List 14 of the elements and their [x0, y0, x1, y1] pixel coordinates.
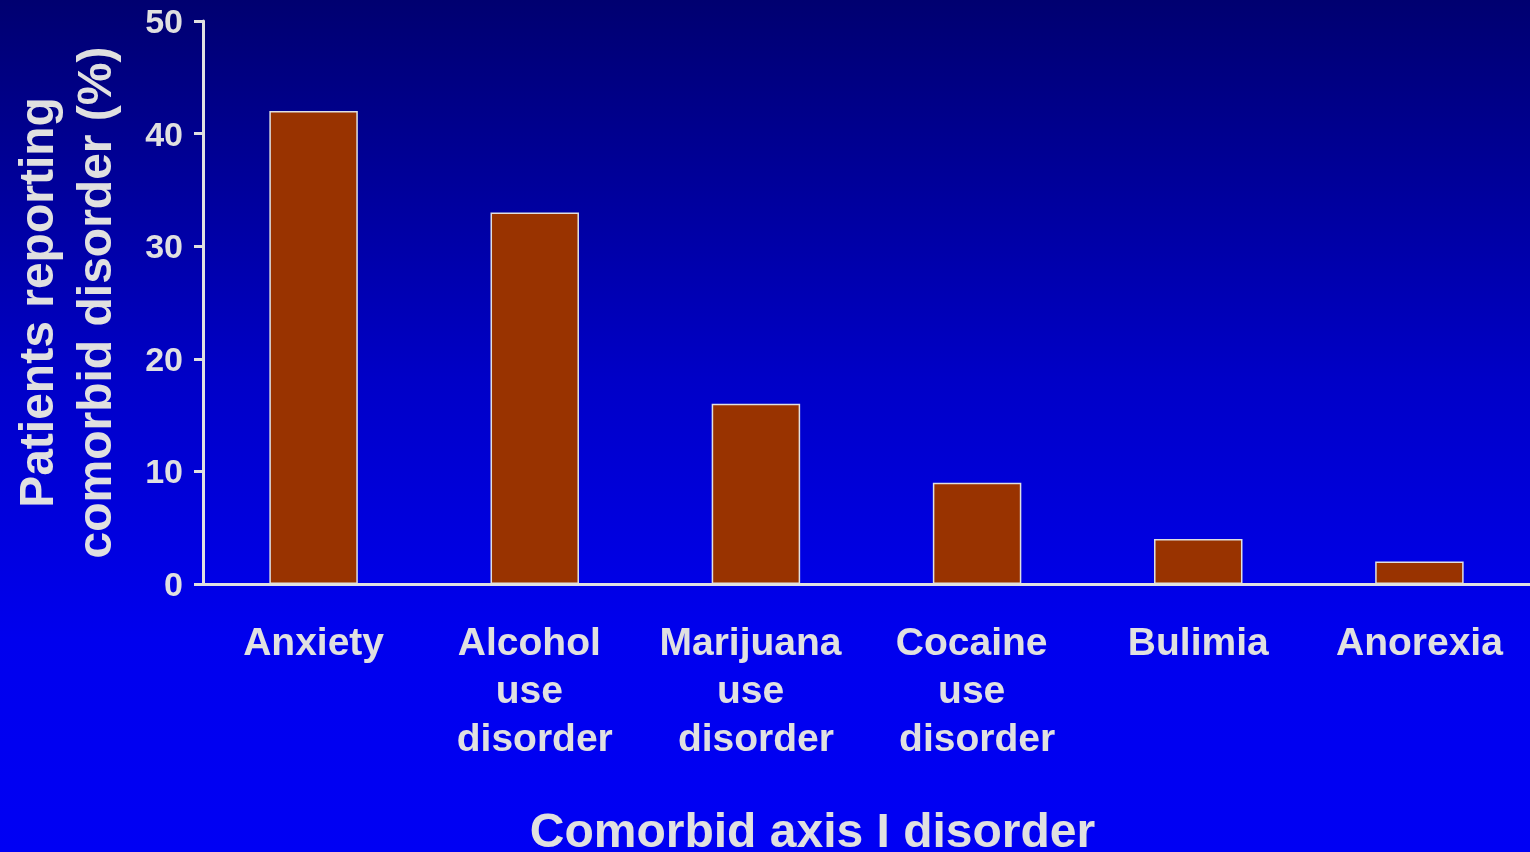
- y-tick-label: 40: [145, 114, 183, 153]
- x-tick-label: Anorexia: [1335, 619, 1504, 663]
- y-tick-label: 20: [145, 339, 183, 378]
- y-axis-title: Patients reporting comorbid disorder (%): [9, 46, 121, 559]
- x-axis-title: Comorbid axis I disorder: [529, 803, 1096, 852]
- x-tick-label: Alcohol use disorder: [456, 619, 613, 759]
- x-tick-label: Anxiety: [243, 619, 385, 663]
- x-tick-label: Bulimia: [1127, 619, 1269, 663]
- y-tick-label: 50: [145, 2, 183, 40]
- y-tick-label: 30: [145, 227, 183, 266]
- y-tick-label: 10: [145, 452, 183, 491]
- x-tick-label: Cocaine use disorder: [895, 619, 1059, 759]
- y-tick-label: 0: [164, 565, 183, 603]
- x-tick-label: Marijuana use disorder: [659, 619, 853, 759]
